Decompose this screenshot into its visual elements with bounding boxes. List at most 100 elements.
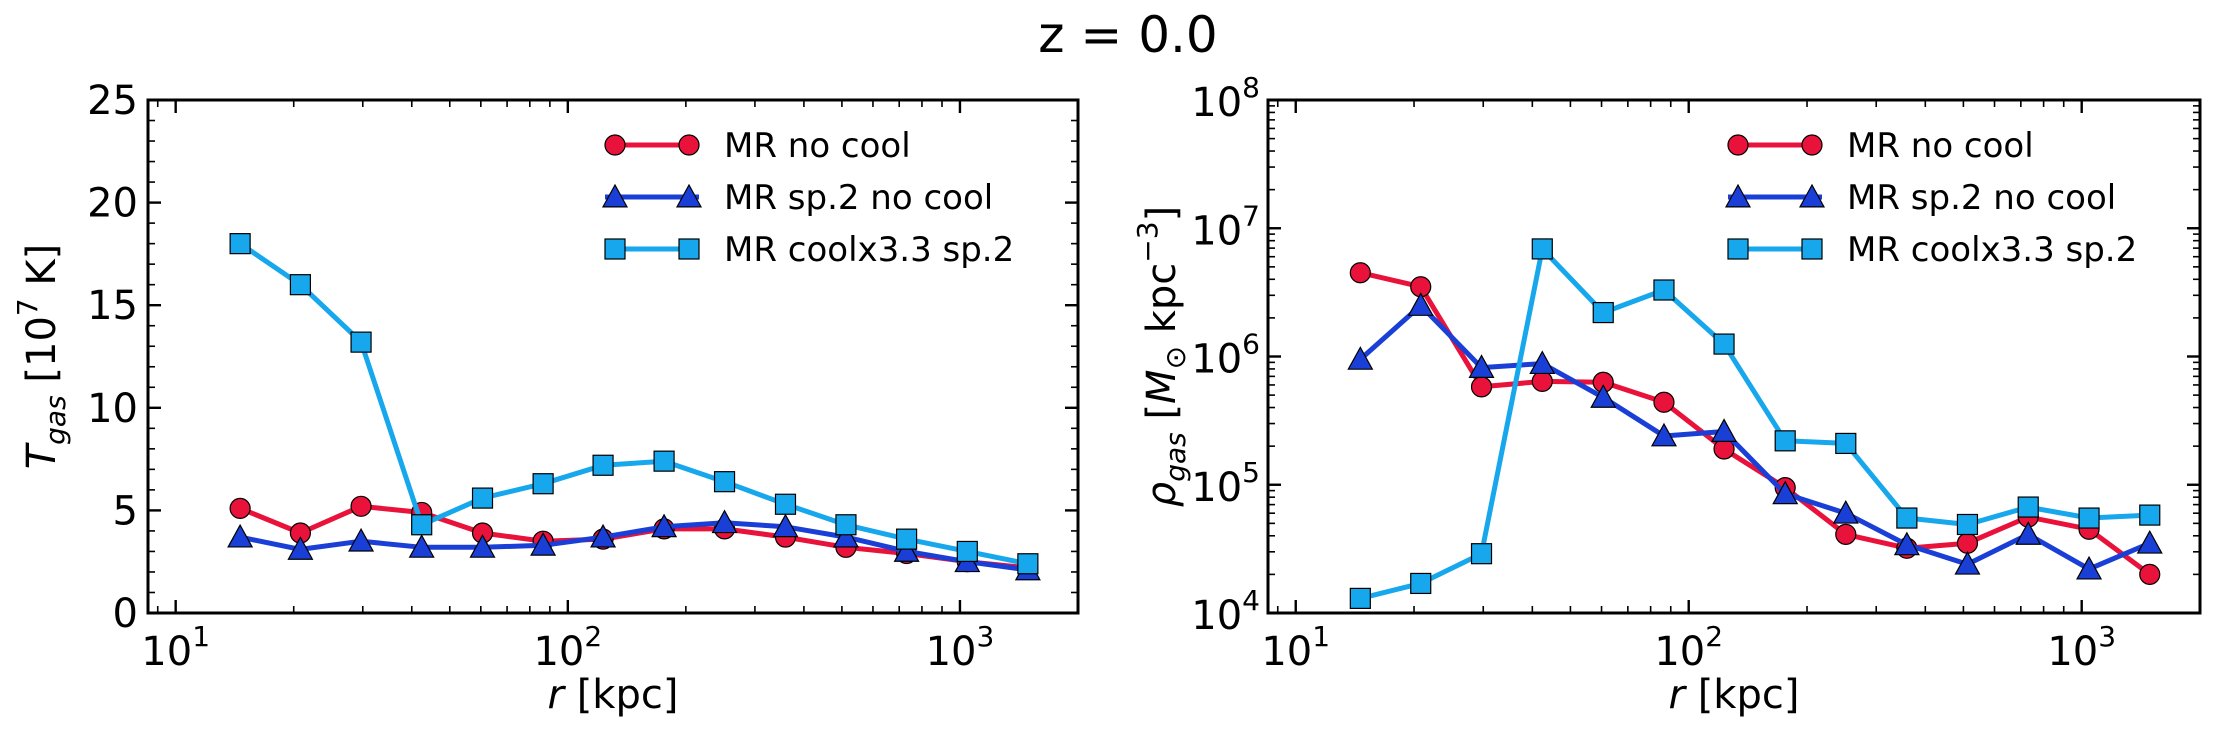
data-point	[287, 536, 314, 560]
series-line	[1358, 303, 2151, 572]
series-triangle	[227, 509, 1041, 581]
legend-label: MR coolx3.3 sp.2	[724, 230, 1014, 270]
data-point	[530, 532, 557, 556]
data-point	[1470, 543, 1493, 565]
data-point	[895, 528, 918, 550]
legend-label: MR no cool	[1847, 126, 2034, 166]
legend: MR no cool MR sp.2 no cool MR coolx3.3 sp.…	[601, 126, 1014, 270]
data-point	[1529, 350, 1556, 375]
data-point	[408, 534, 435, 558]
data-point	[2076, 555, 2103, 580]
data-point	[1650, 422, 1677, 447]
legend: MR no cool MR sp.2 no cool MR coolx3.3 sp.…	[1724, 126, 2137, 270]
legend-label: MR sp.2 no cool	[1847, 178, 2116, 218]
x-axis-label: r [kpc]	[1669, 672, 1800, 718]
y-axis-label: ρgas [M⊙ kpc−3]	[1131, 206, 1192, 507]
data-point	[2017, 496, 2039, 518]
data-point	[590, 523, 617, 548]
y-tick-label: 5	[113, 488, 138, 534]
series-triangle	[1347, 292, 2163, 580]
temperature-panel: 101 102 103 0 5 10 15 20 25 r [kpc] Tgas [107 K] MR…	[11, 78, 1080, 718]
legend-marker	[1724, 183, 1752, 208]
x-axis-label: r [kpc]	[548, 672, 679, 718]
data-point	[956, 540, 978, 563]
legend-marker	[601, 183, 629, 208]
data-point	[713, 471, 736, 493]
data-point	[229, 233, 251, 255]
legend-item: MR no cool	[604, 126, 911, 166]
legend-marker	[1727, 134, 1749, 156]
data-point	[469, 534, 496, 558]
data-point	[350, 331, 372, 353]
y-tick-label: 20	[87, 181, 138, 227]
legend-marker	[678, 238, 700, 260]
legend-marker	[1801, 238, 1823, 260]
y-tick-label: 104	[1191, 584, 1260, 639]
data-point	[1711, 418, 1738, 442]
y-tick-label: 107	[1191, 199, 1260, 254]
data-point	[2136, 529, 2163, 554]
legend-item: MR coolx3.3 sp.2	[604, 230, 1014, 270]
data-point	[1347, 346, 1374, 370]
data-point	[1470, 376, 1493, 398]
data-point	[1772, 480, 1799, 505]
y-tick-label: 108	[1191, 71, 1260, 126]
y-tick-label: 10	[87, 386, 138, 432]
legend-marker	[604, 134, 626, 156]
legend-marker	[1798, 183, 1826, 208]
data-point	[348, 527, 375, 552]
data-point	[2139, 504, 2161, 526]
x-tick-label: 101	[1261, 620, 1330, 675]
data-point	[1653, 279, 1675, 301]
data-point	[411, 514, 433, 536]
y-tick-label: 105	[1191, 456, 1260, 511]
x-tick-label: 103	[2047, 620, 2116, 675]
data-point	[1407, 292, 1434, 316]
data-point	[1956, 513, 1979, 536]
data-point	[1835, 523, 1857, 546]
data-point	[653, 450, 675, 472]
data-point	[711, 509, 738, 534]
y-tick-label: 0	[113, 591, 138, 637]
legend-marker	[1727, 238, 1749, 260]
data-point	[1590, 384, 1617, 408]
x-tick-label: 101	[141, 620, 210, 675]
series-square	[1349, 238, 2161, 609]
data-point	[1954, 550, 1981, 575]
data-point	[2139, 563, 2161, 585]
data-point	[1017, 553, 1039, 575]
x-tick-label: 102	[1654, 620, 1723, 675]
legend-marker	[1801, 134, 1823, 156]
data-point	[1835, 432, 1857, 455]
y-tick-label: 25	[87, 78, 138, 124]
legend-item: MR no cool	[1727, 126, 2034, 166]
x-tick-label: 102	[533, 620, 602, 675]
data-point	[471, 487, 494, 509]
figure-title: z = 0.0	[1038, 6, 1217, 64]
legend-item: MR sp.2 no cool	[601, 178, 993, 218]
data-point	[1531, 238, 1553, 260]
data-point	[2015, 521, 2042, 545]
data-point	[774, 493, 797, 515]
data-point	[2078, 507, 2100, 529]
plot-frame	[1266, 98, 2202, 615]
data-point	[1468, 354, 1495, 378]
data-point	[1893, 531, 1920, 556]
data-point	[1349, 262, 1371, 284]
data-point	[1410, 572, 1432, 595]
plot-frame	[146, 98, 1080, 615]
legend-marker	[678, 134, 700, 156]
data-point	[1531, 370, 1553, 392]
data-point	[1896, 507, 1918, 529]
data-point	[227, 523, 254, 548]
data-point	[651, 513, 678, 538]
data-point	[1832, 499, 1859, 524]
data-point	[350, 495, 372, 517]
x-tick-label: 103	[926, 620, 995, 675]
legend-label: MR sp.2 no cool	[724, 178, 993, 218]
legend-marker	[675, 183, 703, 208]
data-point	[1653, 391, 1675, 413]
y-tick-label: 106	[1191, 328, 1260, 383]
data-point	[1774, 430, 1796, 452]
data-point	[1713, 333, 1735, 355]
